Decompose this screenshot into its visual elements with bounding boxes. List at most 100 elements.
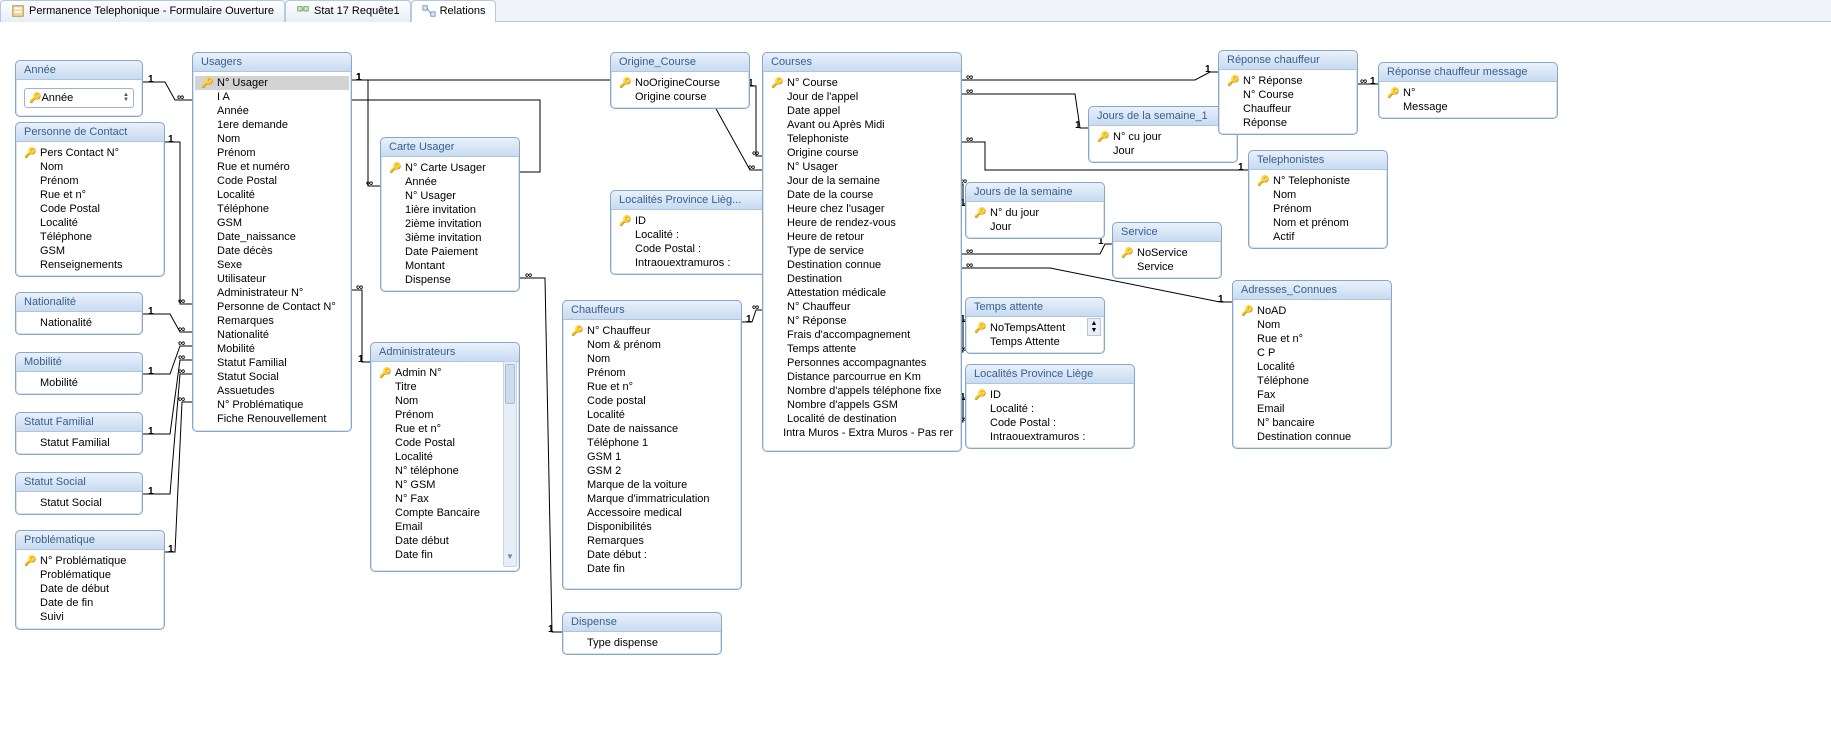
field-row[interactable]: Type de service — [765, 244, 959, 258]
field-row[interactable]: Localité — [373, 450, 503, 464]
table-title[interactable]: Administrateurs — [371, 343, 519, 362]
tab-form[interactable]: Permanence Telephonique - Formulaire Ouv… — [0, 0, 285, 22]
table-chauffeurs[interactable]: Chauffeurs🔑N° ChauffeurNom & prénomNomPr… — [562, 300, 742, 590]
field-row[interactable]: Nationalité — [18, 316, 140, 330]
field-row[interactable]: Rue et n° — [373, 422, 503, 436]
table-reponse_chauffeur[interactable]: Réponse chauffeur 🔑N° RéponseN° CourseCha… — [1218, 50, 1358, 135]
field-row[interactable]: Origine course — [765, 146, 959, 160]
field-row[interactable]: Chauffeur — [1221, 102, 1355, 116]
field-row[interactable]: 🔑NoTempsAttent — [968, 321, 1102, 335]
field-row[interactable]: Nom et prénom — [1251, 216, 1385, 230]
field-row[interactable]: GSM — [18, 244, 162, 258]
field-row[interactable]: Nom — [18, 160, 162, 174]
field-row[interactable]: Année — [195, 104, 349, 118]
field-row[interactable]: 🔑ID — [613, 214, 767, 228]
table-title[interactable]: Service — [1113, 223, 1221, 242]
field-row[interactable]: 🔑N° Problématique — [18, 554, 162, 568]
field-row[interactable]: Attestation médicale — [765, 286, 959, 300]
field-row[interactable]: 🔑NoService — [1115, 246, 1219, 260]
table-title[interactable]: Année — [16, 61, 142, 80]
relations-canvas[interactable]: 1∞1∞1∞1∞1∞1∞1∞1∞∞1∞11∞1∞1∞∞1∞1∞1∞1∞1∞1∞1… — [0, 22, 1831, 741]
field-row[interactable]: Téléphone — [195, 202, 349, 216]
field-row[interactable]: 🔑Pers Contact N° — [18, 146, 162, 160]
field-row[interactable]: Statut Familial — [18, 436, 140, 450]
table-title[interactable]: Réponse chauffeur — [1219, 51, 1357, 70]
field-row[interactable]: Temps Attente — [968, 335, 1102, 349]
field-row[interactable]: 🔑N° Usager — [195, 76, 349, 90]
table-localites_liege[interactable]: Localités Province Liège🔑IDLocalité :Cod… — [965, 364, 1135, 449]
field-row[interactable]: 🔑N° Chauffeur — [565, 324, 739, 338]
table-administrateurs[interactable]: Administrateurs🔑Admin N°TitreNomPrénomRu… — [370, 342, 520, 572]
field-row[interactable]: Sexe — [195, 258, 349, 272]
field-row[interactable]: Prénom — [195, 146, 349, 160]
field-row[interactable]: Code postal — [565, 394, 739, 408]
field-row[interactable]: Suivi — [18, 610, 162, 624]
field-row[interactable]: Localité : — [613, 228, 767, 242]
field-row[interactable]: GSM 1 — [565, 450, 739, 464]
field-row[interactable]: Localité — [565, 408, 739, 422]
field-row[interactable]: Prénom — [1251, 202, 1385, 216]
field-row[interactable]: Jour — [1091, 144, 1235, 158]
table-title[interactable]: Telephonistes — [1249, 151, 1387, 170]
table-title[interactable]: Temps attente — [966, 298, 1104, 317]
table-origine_course[interactable]: Origine_Course🔑NoOrigineCourseOrigine co… — [610, 52, 750, 109]
field-row[interactable]: 1ière invitation — [383, 203, 517, 217]
field-row[interactable]: Localité — [1235, 360, 1389, 374]
field-row[interactable]: Date fin — [565, 562, 739, 576]
table-title[interactable]: Dispense — [563, 613, 721, 632]
field-row[interactable]: 🔑N° Carte Usager — [383, 161, 517, 175]
field-row[interactable]: N° Chauffeur — [765, 300, 959, 314]
field-row[interactable]: Date fin — [373, 548, 503, 562]
field-row[interactable]: Distance parcourrue en Km — [765, 370, 959, 384]
field-row[interactable]: Statut Familial — [195, 356, 349, 370]
field-row[interactable]: Destination connue — [765, 258, 959, 272]
field-row[interactable]: Compte Bancaire — [373, 506, 503, 520]
field-row[interactable]: Code Postal : — [968, 416, 1132, 430]
field-row[interactable]: Téléphone 1 — [565, 436, 739, 450]
field-row[interactable]: 🔑N° Réponse — [1221, 74, 1355, 88]
tab-query[interactable]: Stat 17 Requête1 — [285, 0, 411, 22]
field-row[interactable]: 2ième invitation — [383, 217, 517, 231]
table-mobilite[interactable]: MobilitéMobilité — [15, 352, 143, 395]
field-row[interactable]: Actif — [1251, 230, 1385, 244]
field-row[interactable]: Heure de rendez-vous — [765, 216, 959, 230]
field-row[interactable]: N° téléphone — [373, 464, 503, 478]
table-dispense[interactable]: DispenseType dispense — [562, 612, 722, 655]
field-row[interactable]: N° bancaire — [1235, 416, 1389, 430]
field-row[interactable]: Téléphone — [1235, 374, 1389, 388]
field-row[interactable]: Date début : — [565, 548, 739, 562]
field-row[interactable]: N° Course — [1221, 88, 1355, 102]
table-jours_semaine[interactable]: Jours de la semaine🔑N° du jourJour — [965, 182, 1105, 239]
field-row[interactable]: Rue et n° — [565, 380, 739, 394]
field-row[interactable]: Rue et numéro — [195, 160, 349, 174]
field-row[interactable]: Téléphone — [18, 230, 162, 244]
field-row[interactable]: Prénom — [373, 408, 503, 422]
field-row[interactable]: Telephoniste — [765, 132, 959, 146]
scrollbar[interactable]: ▲▼ — [503, 361, 517, 567]
field-row[interactable]: Date_naissance — [195, 230, 349, 244]
table-carte_usager[interactable]: Carte Usager🔑N° Carte UsagerAnnéeN° Usag… — [380, 137, 520, 292]
field-row[interactable]: Email — [373, 520, 503, 534]
field-row[interactable]: 🔑N° du jour — [968, 206, 1102, 220]
field-row[interactable]: Montant — [383, 259, 517, 273]
field-row[interactable]: Date de naissance — [565, 422, 739, 436]
table-title[interactable]: Localités Province Lièg... — [611, 191, 769, 210]
field-row[interactable]: 🔑N° Course — [765, 76, 959, 90]
field-row[interactable]: Rue et n° — [1235, 332, 1389, 346]
table-courses[interactable]: Courses🔑N° CourseJour de l'appelDate app… — [762, 52, 962, 452]
field-row[interactable]: Nombre d'appels GSM — [765, 398, 959, 412]
table-reponse_chauffeur_msg[interactable]: Réponse chauffeur message🔑N°Message — [1378, 62, 1558, 119]
field-row[interactable]: Date de fin — [18, 596, 162, 610]
field-row[interactable]: N° Problématique — [195, 398, 349, 412]
field-row[interactable]: Fiche Renouvellement — [195, 412, 349, 426]
field-row[interactable]: Destination connue — [1235, 430, 1389, 444]
spinner[interactable]: ▲▼ — [123, 93, 129, 103]
field-row[interactable]: I A — [195, 90, 349, 104]
field-row[interactable]: Titre — [373, 380, 503, 394]
table-nationalite[interactable]: NationalitéNationalité — [15, 292, 143, 335]
field-row[interactable]: Prénom — [18, 174, 162, 188]
field-row[interactable]: Email — [1235, 402, 1389, 416]
field-row[interactable]: Accessoire medical — [565, 506, 739, 520]
field-row[interactable]: Personnes accompagnantes — [765, 356, 959, 370]
field-row[interactable]: 🔑NoOrigineCourse — [613, 76, 747, 90]
